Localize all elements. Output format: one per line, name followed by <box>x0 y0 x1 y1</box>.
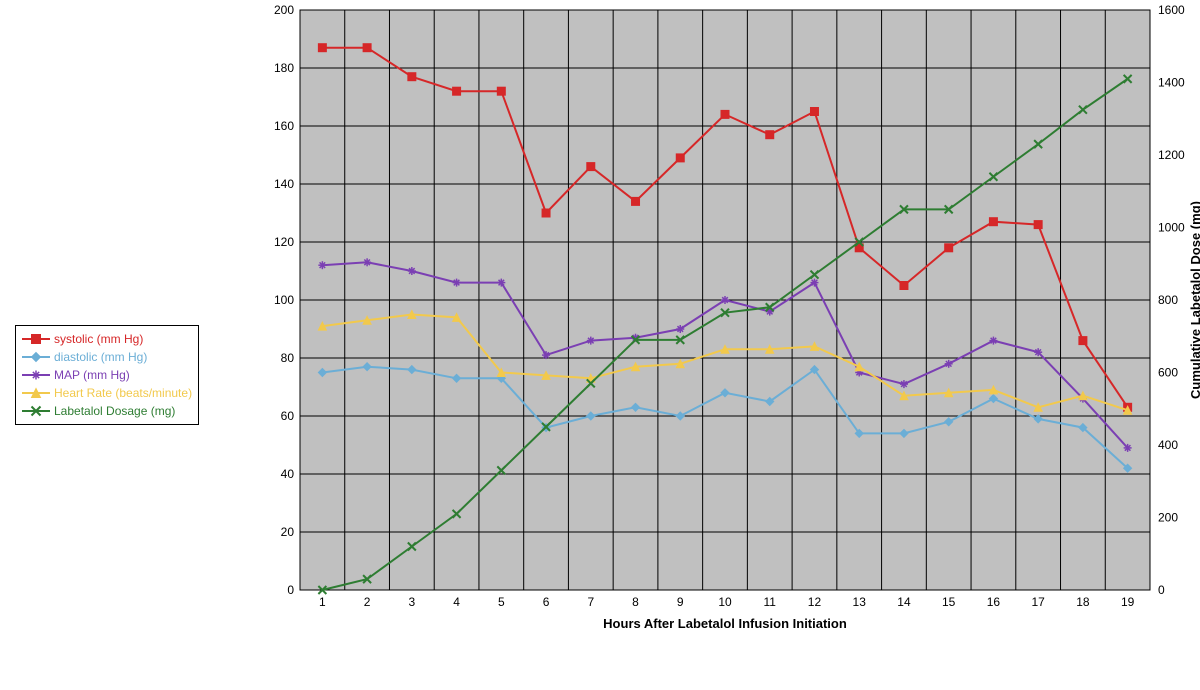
legend-item: Labetalol Dosage (mg) <box>22 402 192 420</box>
x-tick-label: 19 <box>1121 595 1135 609</box>
x-tick-label: 1 <box>319 595 326 609</box>
x-tick-label: 8 <box>632 595 639 609</box>
x-tick-label: 10 <box>718 595 732 609</box>
legend-item: Heart Rate (beats/minute) <box>22 384 192 402</box>
x-tick-label: 13 <box>853 595 867 609</box>
y-left-tick-label: 60 <box>281 409 295 423</box>
legend-label: Labetalol Dosage (mg) <box>50 404 175 418</box>
y-right-tick-label: 1000 <box>1158 221 1185 235</box>
legend-item: systolic (mm Hg) <box>22 330 192 348</box>
y-right-tick-label: 800 <box>1158 293 1178 307</box>
y-left-tick-label: 180 <box>274 61 294 75</box>
chart-container: 0 20 40 60 80 100 120 140 160 180 200 0 200 400 600 800… <box>0 0 1200 690</box>
legend-label: diastolic (mm Hg) <box>50 350 147 364</box>
y-left-tick-label: 200 <box>274 3 294 17</box>
x-tick-label: 9 <box>677 595 684 609</box>
y-left-tick-label: 140 <box>274 177 294 191</box>
x-tick-label: 17 <box>1031 595 1045 609</box>
y-left-tick-label: 20 <box>281 525 295 539</box>
x-tick-label: 7 <box>587 595 594 609</box>
legend-item: diastolic (mm Hg) <box>22 348 192 366</box>
y-right-tick-label: 400 <box>1158 438 1178 452</box>
y-left-tick-label: 100 <box>274 293 294 307</box>
x-tick-label: 3 <box>408 595 415 609</box>
legend-label: Heart Rate (beats/minute) <box>50 386 192 400</box>
x-tick-label: 14 <box>897 595 911 609</box>
x-tick-label: 16 <box>987 595 1001 609</box>
x-axis-label: Hours After Labetalol Infusion Initiatio… <box>603 616 847 631</box>
y-right-tick-label: 600 <box>1158 366 1178 380</box>
legend-item: MAP (mm Hg) <box>22 366 192 384</box>
legend-label: systolic (mm Hg) <box>50 332 143 346</box>
y-left-tick-label: 0 <box>287 583 294 597</box>
y-right-tick-label: 200 <box>1158 511 1178 525</box>
legend: systolic (mm Hg) diastolic (mm Hg) MAP (mm… <box>15 325 199 425</box>
y-right-tick-label: 0 <box>1158 583 1165 597</box>
x-tick-label: 12 <box>808 595 822 609</box>
y-left-tick-label: 80 <box>281 351 295 365</box>
y-left-tick-label: 160 <box>274 119 294 133</box>
y-right-tick-label: 1600 <box>1158 3 1185 17</box>
legend-label: MAP (mm Hg) <box>50 368 130 382</box>
y-left-tick-label: 120 <box>274 235 294 249</box>
x-tick-label: 6 <box>543 595 550 609</box>
y-right-tick-label: 1200 <box>1158 148 1185 162</box>
x-tick-label: 18 <box>1076 595 1090 609</box>
x-tick-label: 11 <box>764 595 777 609</box>
x-tick-label: 5 <box>498 595 505 609</box>
y-right-tick-label: 1400 <box>1158 76 1185 90</box>
x-tick-label: 15 <box>942 595 956 609</box>
y-left-tick-label: 40 <box>281 467 295 481</box>
x-tick-label: 4 <box>453 595 460 609</box>
x-tick-label: 2 <box>364 595 371 609</box>
y-right-axis-label: Cumulative Labetalol Dose (mg) <box>1188 201 1200 399</box>
